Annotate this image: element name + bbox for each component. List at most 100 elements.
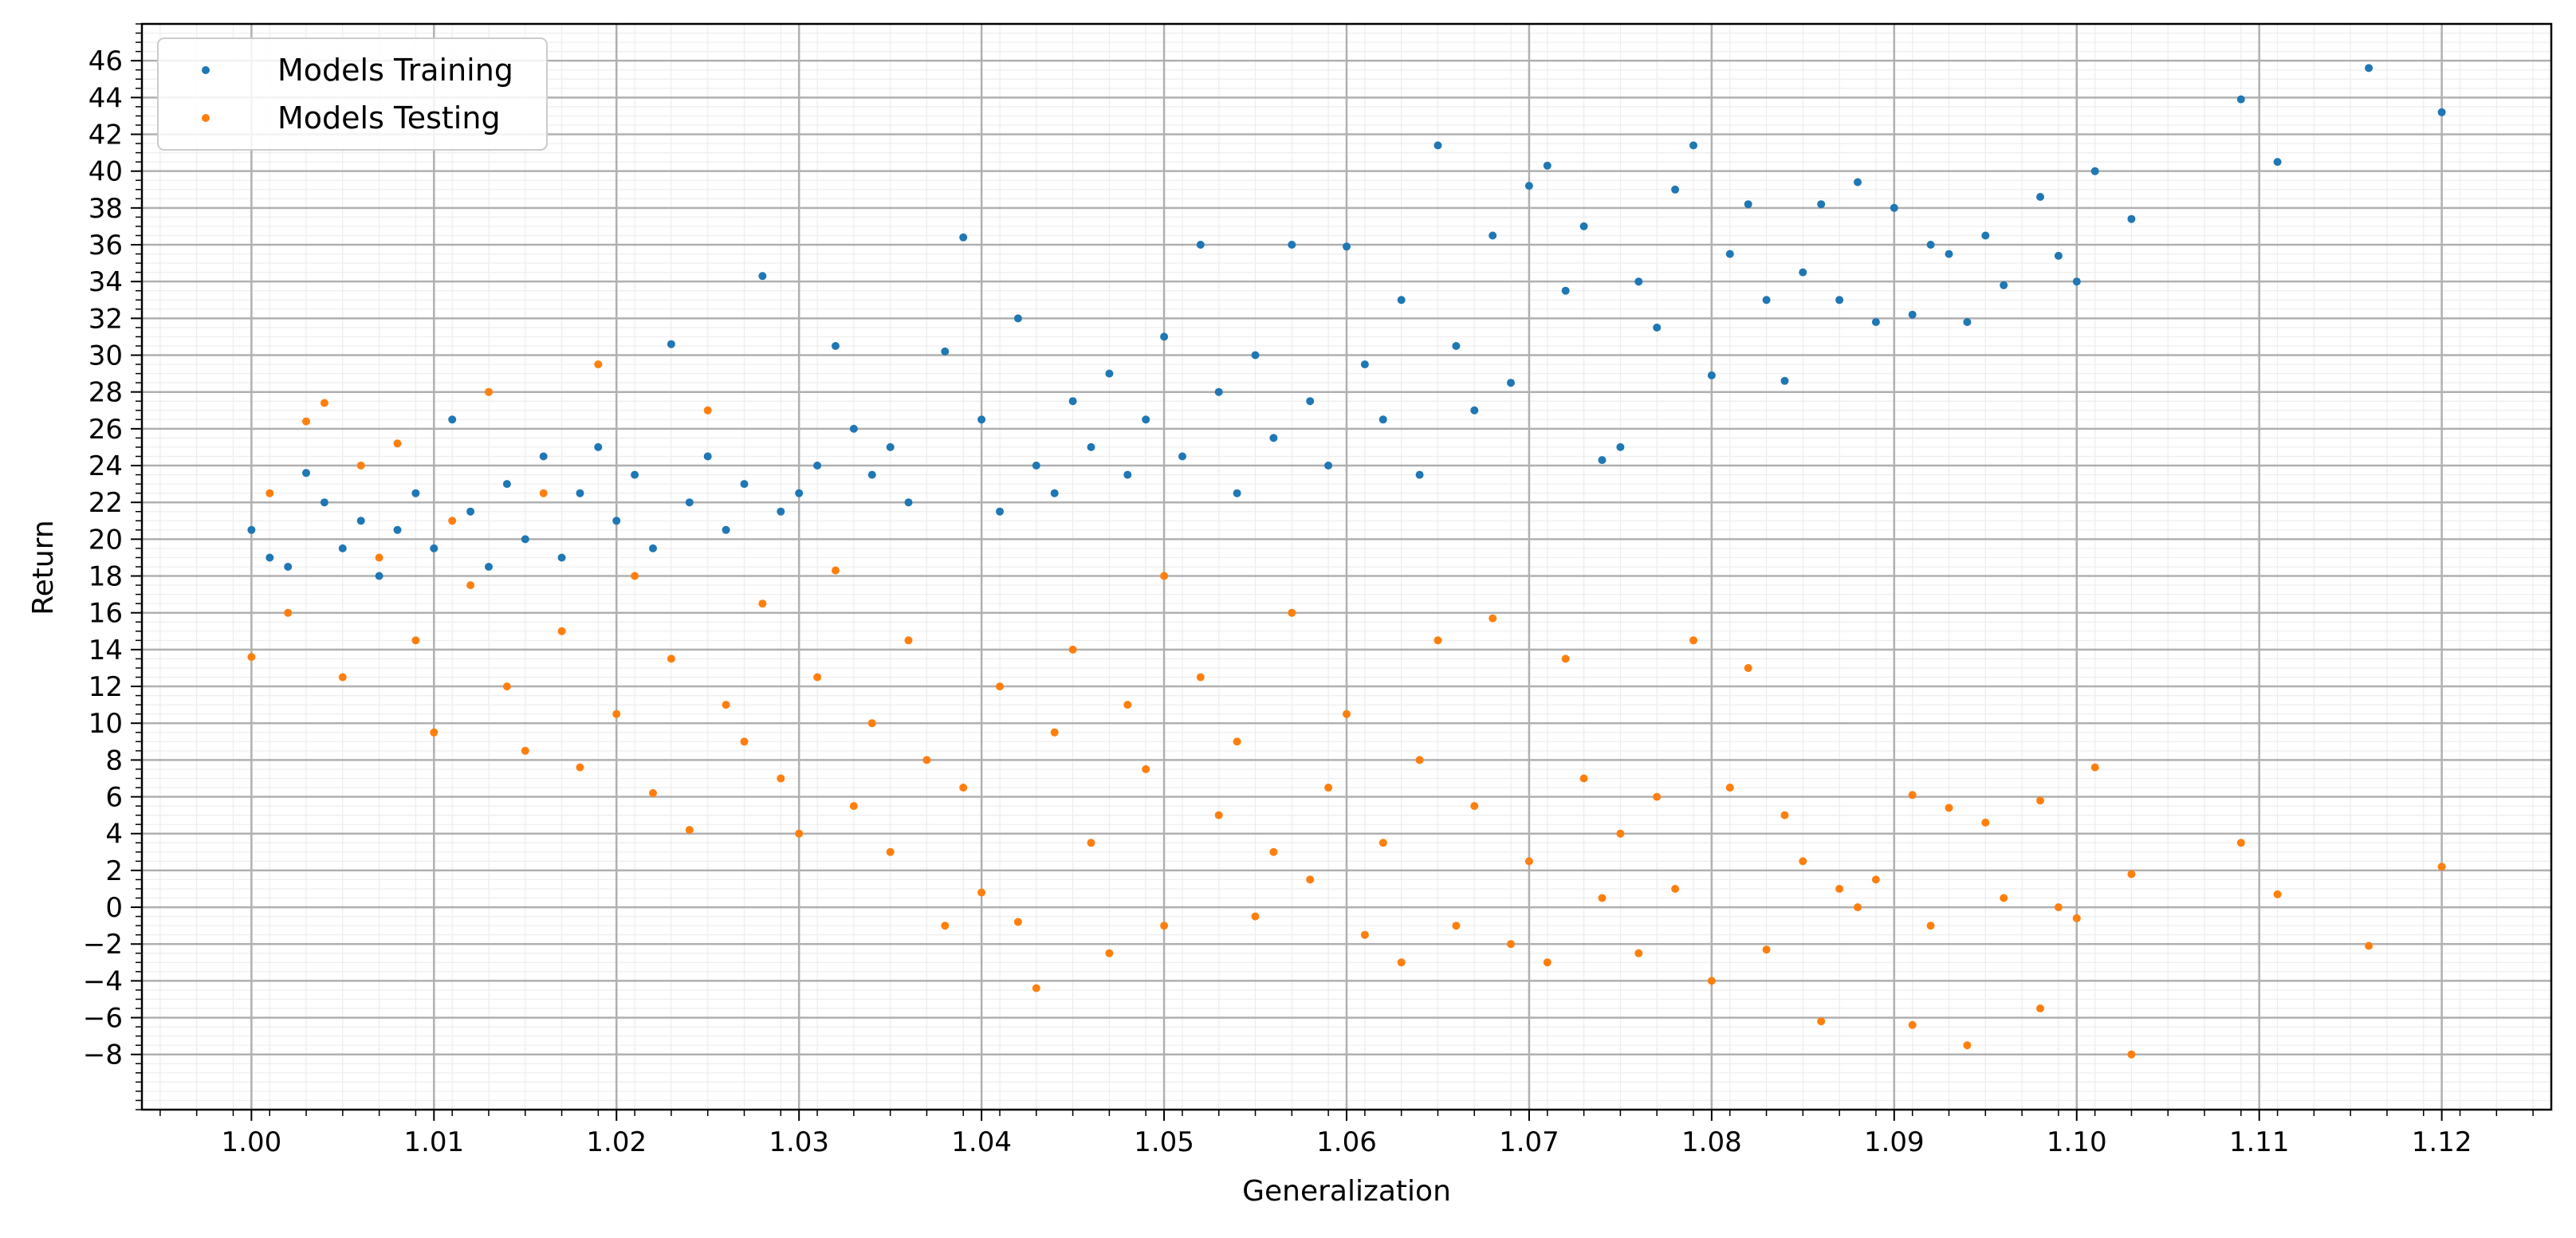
testing-point	[612, 709, 621, 718]
training-point	[1890, 203, 1898, 212]
testing-point	[1707, 977, 1716, 985]
series-testing	[247, 360, 2446, 1059]
legend: Models Training Models Testing	[157, 37, 548, 151]
y-tick-label: 2	[105, 855, 123, 887]
x-tick-label: 1.02	[586, 1126, 647, 1158]
training-point	[557, 553, 566, 562]
testing-point	[1415, 756, 1424, 764]
training-point	[1397, 296, 1406, 305]
y-axis-label: Return	[27, 520, 60, 615]
x-tick-label: 1.04	[951, 1126, 1012, 1158]
testing-point	[1524, 857, 1533, 866]
testing-point	[1945, 804, 1953, 812]
y-tick-label: 28	[88, 377, 123, 409]
testing-point	[1050, 728, 1059, 737]
testing-point	[996, 682, 1004, 691]
training-point	[813, 462, 822, 470]
training-point	[1653, 323, 1662, 332]
testing-point	[740, 737, 749, 746]
testing-point	[1068, 645, 1077, 654]
training-point	[1452, 342, 1461, 350]
training-point	[1835, 296, 1844, 305]
testing-point	[1634, 949, 1643, 957]
training-point	[265, 553, 274, 562]
training-point	[1671, 185, 1680, 194]
testing-point	[1105, 949, 1114, 957]
training-point	[1908, 310, 1917, 319]
y-tick-label: −6	[83, 1003, 123, 1035]
x-tick-label: 1.03	[769, 1126, 829, 1158]
legend-box	[157, 37, 548, 151]
training-point	[1269, 434, 1278, 442]
training-point	[1032, 462, 1040, 470]
training-point	[959, 233, 968, 242]
testing-point	[411, 636, 420, 645]
testing-point	[1671, 885, 1680, 893]
testing-point	[1543, 958, 1551, 967]
training-point	[2054, 251, 2063, 260]
testing-point	[886, 847, 895, 856]
training-point	[1196, 241, 1205, 249]
training-point	[1360, 360, 1369, 369]
testing-point	[1306, 875, 1315, 884]
training-point	[1762, 296, 1771, 305]
training-point	[667, 340, 675, 348]
training-point	[411, 489, 420, 497]
testing-point	[485, 387, 493, 396]
y-tick-label: 44	[88, 82, 123, 114]
training-point	[1324, 462, 1333, 470]
training-point	[1561, 286, 1570, 295]
training-point	[539, 452, 548, 461]
testing-point	[1507, 940, 1515, 949]
testing-point	[1799, 857, 1807, 866]
y-tick-label: −8	[83, 1040, 123, 1071]
tick-labels: 1.00 1.01 1.02 1.03 1.04 1.05 1.06 1.07 1.08 1.09…	[83, 45, 2472, 1158]
axis-ticks	[131, 23, 2534, 1121]
training-point	[1945, 250, 1953, 258]
testing-point	[466, 581, 475, 590]
testing-point	[722, 701, 730, 709]
testing-point	[1561, 654, 1570, 663]
training-point	[502, 480, 511, 489]
testing-point	[448, 517, 457, 525]
testing-point	[594, 360, 603, 369]
x-axis-label: Generalization	[1242, 1175, 1451, 1208]
testing-point	[1324, 784, 1333, 792]
testing-point	[1817, 1017, 1826, 1026]
y-tick-label: 6	[105, 782, 123, 814]
training-point	[612, 517, 621, 525]
training-point	[1233, 489, 1241, 497]
testing-point	[375, 553, 383, 562]
testing-point	[1854, 903, 1862, 912]
testing-point	[2036, 1004, 2044, 1012]
y-tick-label: 34	[88, 266, 123, 298]
training-point	[1123, 470, 1132, 479]
testing-point	[1981, 818, 1990, 827]
legend-label-testing: Models Testing	[277, 100, 501, 136]
testing-point	[649, 788, 657, 797]
training-point	[375, 572, 383, 580]
training-point	[1087, 442, 1095, 451]
x-tick-label: 1.12	[2412, 1126, 2472, 1158]
training-point	[1926, 241, 1935, 249]
x-tick-label: 1.05	[1134, 1126, 1194, 1158]
testing-point	[904, 636, 913, 645]
y-tick-label: 46	[88, 45, 123, 77]
training-point	[2273, 158, 2282, 167]
training-point	[941, 347, 950, 356]
training-point	[485, 563, 493, 571]
training-point	[1780, 376, 1789, 385]
training-point	[448, 415, 457, 424]
training-point	[722, 525, 730, 534]
training-point	[284, 563, 293, 571]
training-point	[576, 489, 584, 497]
testing-point	[338, 673, 347, 682]
training-point	[1634, 277, 1643, 286]
legend-marker-training	[202, 66, 210, 74]
y-tick-label: 12	[88, 671, 123, 703]
training-point	[1378, 415, 1387, 424]
testing-point	[247, 653, 256, 662]
testing-point	[1470, 802, 1479, 811]
training-point	[594, 442, 603, 451]
y-tick-label: 40	[88, 156, 123, 188]
